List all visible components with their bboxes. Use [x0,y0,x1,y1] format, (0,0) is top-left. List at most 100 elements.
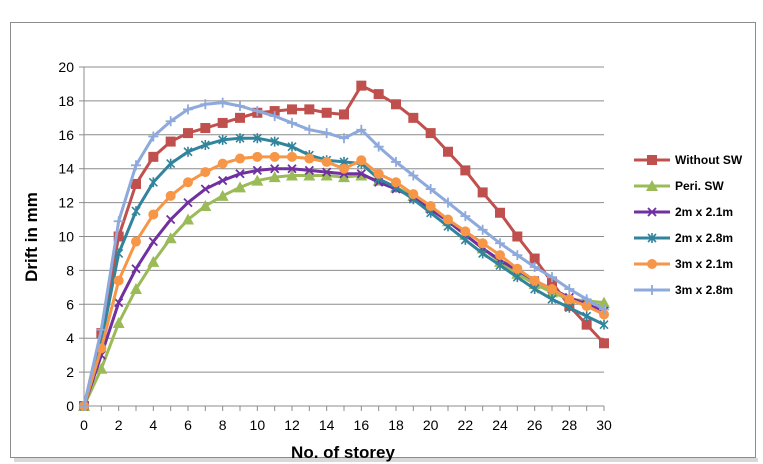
data-point [512,231,523,242]
data-point [304,153,315,164]
data-point [200,139,210,150]
y-tick-label: 14 [58,161,74,177]
series-3m-x-2-1m [79,151,609,411]
data-point [234,181,246,193]
x-tick-label: 6 [184,417,192,433]
data-point [252,133,262,144]
data-point [113,275,124,286]
data-point [235,133,245,144]
legend-item-3m-x-2-1m: 3m x 2.1m [634,257,733,271]
data-point [148,177,158,188]
data-point [130,283,142,295]
data-point [547,277,557,288]
y-tick-label: 4 [66,330,74,346]
data-point [320,169,333,181]
data-point [286,169,298,181]
data-point [114,297,124,308]
data-point [443,214,453,225]
data-point [217,97,228,108]
x-tick-label: 12 [284,417,300,433]
data-point [425,200,436,211]
data-point [165,116,176,127]
chart-frame-shadow [14,458,758,462]
data-point [235,169,245,179]
data-point [200,167,211,178]
legend-item-peri-sw: Peri. SW [634,179,724,193]
x-tick-label: 16 [354,417,370,433]
data-point [269,111,280,122]
data-point [131,178,141,189]
data-point [147,255,160,267]
data-point [647,207,657,217]
data-point [599,319,609,330]
data-point [547,284,557,295]
data-point [216,189,229,201]
data-point [96,324,107,335]
data-point [270,136,280,147]
data-point [235,112,245,123]
legend: Without SW Peri. SW 2m x 2.1m 2m x 2.8m 3m x… [634,153,743,297]
data-point [131,264,141,274]
data-point [460,165,471,176]
x-tick-label: 0 [80,417,88,433]
series-2m-x-2-8m [79,133,609,411]
data-point [131,206,141,217]
data-point [183,146,193,157]
data-point [564,294,575,305]
data-point [530,284,540,295]
y-tick-label: 12 [58,195,74,211]
data-point [79,401,89,411]
y-tick-label: 16 [58,127,74,143]
x-tick-label: 26 [527,417,543,433]
data-point [598,296,610,308]
legend-item-3m-x-2-8m: 3m x 2.8m [634,283,733,297]
data-point [529,262,540,273]
data-point [131,236,141,247]
x-tick-label: 14 [319,417,335,433]
data-point [599,304,609,315]
data-point [391,156,401,167]
data-point [304,104,315,115]
legend-label: 3m x 2.8m [675,283,733,297]
data-point [95,362,108,374]
data-point [304,124,315,135]
data-point [599,309,609,320]
data-point [235,100,245,111]
y-tick-label: 6 [66,296,74,312]
data-point [321,107,332,118]
data-point [287,117,297,128]
data-point [647,233,657,243]
data-point [564,284,575,295]
data-point [599,338,609,349]
data-point [512,263,523,274]
data-point [217,158,228,169]
data-point [251,174,264,186]
y-tick-label: 8 [66,262,74,278]
data-point [322,167,332,177]
data-point [252,165,262,176]
data-point [581,319,592,330]
data-point [425,128,436,139]
data-point [200,123,211,134]
data-point [148,131,159,142]
data-point [321,128,332,139]
x-tick-label: 30 [596,417,612,433]
axes [79,66,605,411]
data-point [460,226,471,237]
data-point [356,169,366,179]
data-point [356,80,367,91]
data-point [529,253,540,264]
y-axis-title: Drift in mm [22,192,41,282]
data-point [165,190,176,201]
data-point [218,134,228,145]
data-point [166,214,176,225]
data-point [269,151,280,162]
x-tick-label: 2 [115,417,123,433]
data-point [582,311,592,322]
x-tick-label: 18 [388,417,404,433]
data-point [131,160,141,171]
data-point [425,184,436,195]
x-tick-label: 8 [219,417,227,433]
x-tick-label: 10 [250,417,266,433]
